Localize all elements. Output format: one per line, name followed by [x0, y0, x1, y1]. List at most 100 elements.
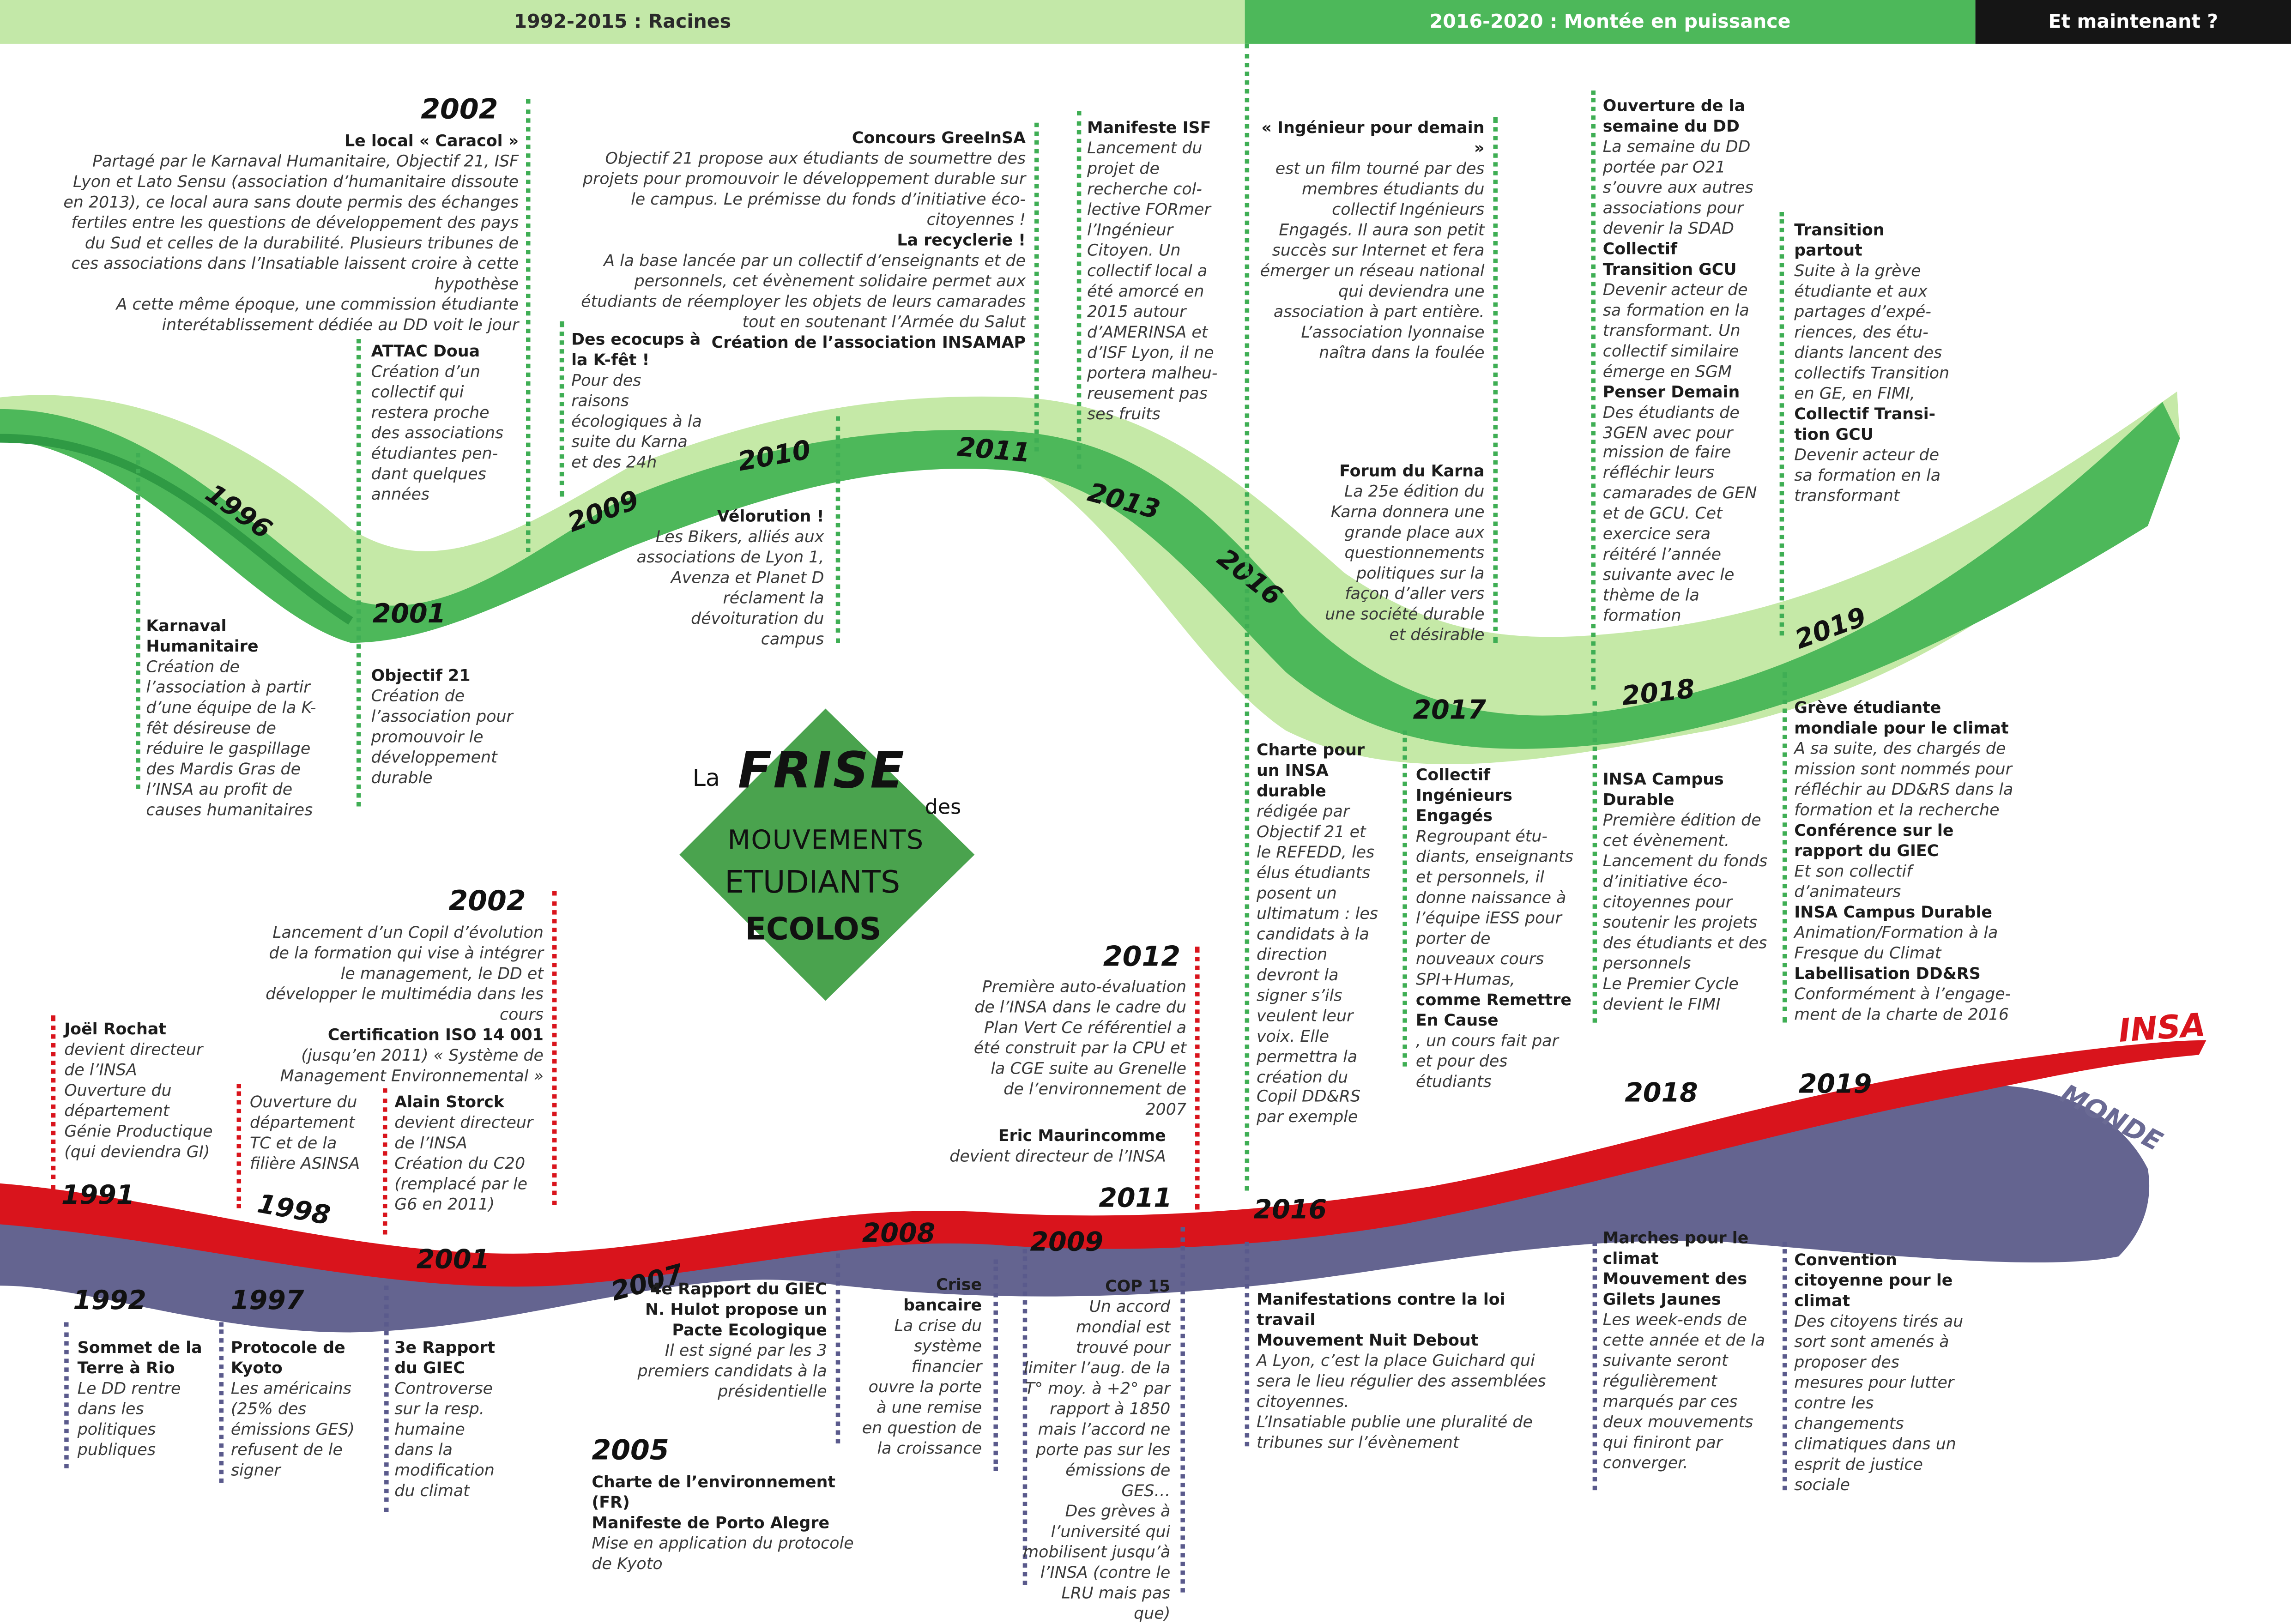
event-title: Protocole de Kyoto: [230, 1338, 345, 1378]
connector-line: [1245, 43, 1250, 1191]
period-racines: 1992-2015 : Racines: [0, 0, 1245, 44]
logo-des: des: [925, 796, 961, 820]
connector-line: [1779, 211, 1784, 636]
event-greve: Grève étudiante mondiale pour le climat …: [1794, 698, 2013, 1025]
big-year: 2002: [421, 93, 498, 126]
event-ingenieur: « Ingénieur pour demain » est un film to…: [1254, 118, 1485, 363]
event-text: Création d’un collectif qui restera proc…: [371, 362, 504, 504]
event-text: Conformément à l’engage- ment de la char…: [1794, 984, 2011, 1024]
event-text: Le DD rentre dans les politiques publiqu…: [77, 1379, 181, 1460]
logo-la: La: [692, 764, 720, 792]
event-text: rédigée par Objectif 21 et le REFEDD, le…: [1256, 802, 1378, 1127]
event-storck: Alain Storck devient directeur de l’INSA…: [394, 1093, 544, 1215]
connector-line: [136, 453, 140, 789]
logo-mouvements: MOUVEMENTS: [727, 825, 924, 857]
event-title: Transition partout: [1794, 220, 1885, 260]
event-text: (jusqu’en 2011) « Système de Management …: [280, 1045, 544, 1086]
connector-line: [1402, 730, 1407, 1067]
event-text: A sa suite, des chargés de mission sont …: [1794, 739, 2013, 820]
event-manifeste-isf: Manifeste ISF Lancement du projet de rec…: [1087, 118, 1221, 424]
event-text: Partagé par le Karnaval Humanitaire, Obj…: [63, 151, 519, 294]
event-rochat: Joël Rochat devient directeur de l’INSA …: [64, 1020, 219, 1162]
event-text: A Lyon, c’est la place Guichard qui sera…: [1256, 1351, 1546, 1411]
connector-line: [1493, 117, 1498, 643]
big-year: 2002: [448, 885, 526, 918]
event-text: Un accord mondial est trouvé pour limite…: [1024, 1297, 1171, 1500]
event-title: Eric Maurincomme: [998, 1126, 1166, 1146]
event-title: INSA Campus Durable: [1602, 770, 1724, 809]
event-title: Charte pour un INSA durable: [1256, 741, 1365, 801]
event-title: Mouvement des Gilets Jaunes: [1602, 1269, 1747, 1309]
event-giec4: 4e Rapport du GIEC N. Hulot propose un P…: [593, 1280, 827, 1402]
event-title: Convention citoyenne pour le climat: [1794, 1250, 1953, 1310]
event-2005: Charte de l’environnement (FR) Manifeste…: [592, 1473, 862, 1575]
event-text: Création du C20 (remplacé par le G6 en 2…: [394, 1154, 528, 1214]
event-objectif21: Objectif 21 Création de l’association po…: [371, 666, 517, 789]
event-title: Conférence sur le rapport du GIEC: [1794, 821, 1954, 860]
logo-etudiants: ETUDIANTS: [725, 865, 901, 900]
connector-line: [1592, 1242, 1597, 1491]
event-title: comme Remettre En Cause: [1415, 990, 1572, 1030]
event-transition: Transition partout Suite à la grève étud…: [1794, 221, 1958, 507]
event-text: Devenir acteur de sa formation en la tra…: [1602, 280, 1749, 381]
connector-line: [1592, 701, 1597, 1023]
event-title: 3e Rapport du GIEC: [394, 1338, 496, 1378]
event-text: La crise du système financier ouvre la p…: [862, 1316, 982, 1458]
event-tc: Ouverture du département TC et de la fil…: [250, 1093, 369, 1175]
event-title: Alain Storck: [394, 1093, 504, 1112]
year-label: 2001: [416, 1244, 490, 1276]
event-title: Création de l’association INSAMAP: [711, 332, 1026, 352]
event-caracol: Le local « Caracol » Partagé par le Karn…: [55, 132, 519, 336]
event-title: Le local « Caracol »: [344, 131, 519, 151]
event-attac: ATTAC Doua Création d’un collectif qui r…: [371, 342, 520, 505]
event-greeninsa: Concours GreeInSA Objectif 21 propose au…: [573, 128, 1026, 353]
event-title: Concours GreeInSA: [852, 128, 1026, 148]
event-text: Animation/Formation à la Fresque du Clim…: [1794, 923, 1998, 962]
year-label: 2016: [1253, 1195, 1327, 1226]
event-text: devient directeur de l’INSA: [64, 1040, 203, 1080]
event-maurincomme: Eric Maurincomme devient directeur de l’…: [935, 1126, 1166, 1167]
event-text: , un cours fait par et pour des étudiant…: [1415, 1031, 1559, 1091]
period-label: 1992-2015 : Racines: [514, 11, 731, 33]
year-label: 2011: [1099, 1183, 1172, 1214]
event-text: Première auto-évaluation de l’INSA dans …: [973, 977, 1187, 1119]
event-title: ATTAC Doua: [371, 342, 480, 361]
event-title: Mouvement Nuit Debout: [1256, 1331, 1479, 1350]
event-title: Manifeste ISF: [1087, 118, 1211, 138]
event-campus-durable: INSA Campus Durable Première édition de …: [1603, 770, 1770, 1014]
year-label: 2009: [1030, 1227, 1104, 1258]
connector-line: [219, 1322, 224, 1483]
event-title: Collectif Ingénieurs Engagés: [1415, 765, 1513, 826]
year-label: 2017: [1413, 695, 1487, 726]
logo-diamond: [679, 708, 975, 1001]
event-title: Grève étudiante mondiale pour le climat: [1794, 698, 2009, 738]
big-year: 2012: [1103, 941, 1181, 973]
connector-line: [526, 99, 531, 552]
event-copil-2002: Lancement d’un Copil d’évolution de la f…: [257, 924, 544, 1087]
year-label: 1992: [73, 1286, 146, 1316]
event-text: Le Premier Cycle devient le FIMI: [1602, 974, 1739, 1014]
period-label: 2016-2020 : Montée en puissance: [1429, 11, 1791, 33]
event-text: Et son collectif d’animateurs: [1794, 861, 1912, 901]
event-plan-vert: Première auto-évaluation de l’INSA dans …: [970, 978, 1186, 1120]
event-text: Des citoyens tirés au sort sont amenés à…: [1794, 1311, 1964, 1494]
event-text: Pour des raisons écologiques à la suite …: [571, 371, 702, 472]
event-title: Joël Rochat: [64, 1020, 166, 1039]
connector-line: [1195, 947, 1200, 1210]
connector-line: [236, 1084, 242, 1208]
event-text: Les américains (25% des émissions GES) r…: [230, 1379, 355, 1480]
connector-line: [1180, 1227, 1185, 1593]
connector-line: [835, 416, 840, 643]
event-text: devient directeur de l’INSA: [394, 1113, 533, 1153]
monde-ribbon: [0, 1085, 2150, 1333]
logo-ecolos: ECOLOS: [745, 912, 882, 947]
event-title: Certification ISO 14 001: [327, 1025, 544, 1044]
event-giec3: 3e Rapport du GIEC Controverse sur la re…: [394, 1338, 505, 1502]
year-label: 2019: [1798, 1069, 1872, 1100]
green-ribbon: [0, 402, 2180, 749]
event-text: Regroupant étu- diants, enseignants et p…: [1415, 827, 1573, 989]
event-title: La recyclerie !: [897, 230, 1026, 250]
event-title: N. Hulot propose un Pacte Ecologique: [645, 1300, 827, 1340]
event-text: Devenir acteur de sa formation en la tra…: [1794, 445, 1941, 505]
event-text: Des étudiants de 3GEN avec pour mission …: [1602, 402, 1757, 626]
